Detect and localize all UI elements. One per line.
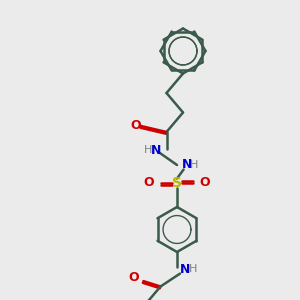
Text: H: H bbox=[190, 160, 199, 170]
Text: O: O bbox=[130, 119, 141, 132]
Text: N: N bbox=[180, 263, 190, 276]
Text: O: O bbox=[200, 176, 210, 190]
Text: N: N bbox=[151, 144, 161, 158]
Text: N: N bbox=[182, 158, 192, 172]
Text: O: O bbox=[128, 271, 139, 284]
Text: S: S bbox=[172, 176, 182, 190]
Text: H: H bbox=[144, 145, 152, 155]
Text: O: O bbox=[144, 176, 154, 190]
Text: H: H bbox=[189, 264, 198, 274]
